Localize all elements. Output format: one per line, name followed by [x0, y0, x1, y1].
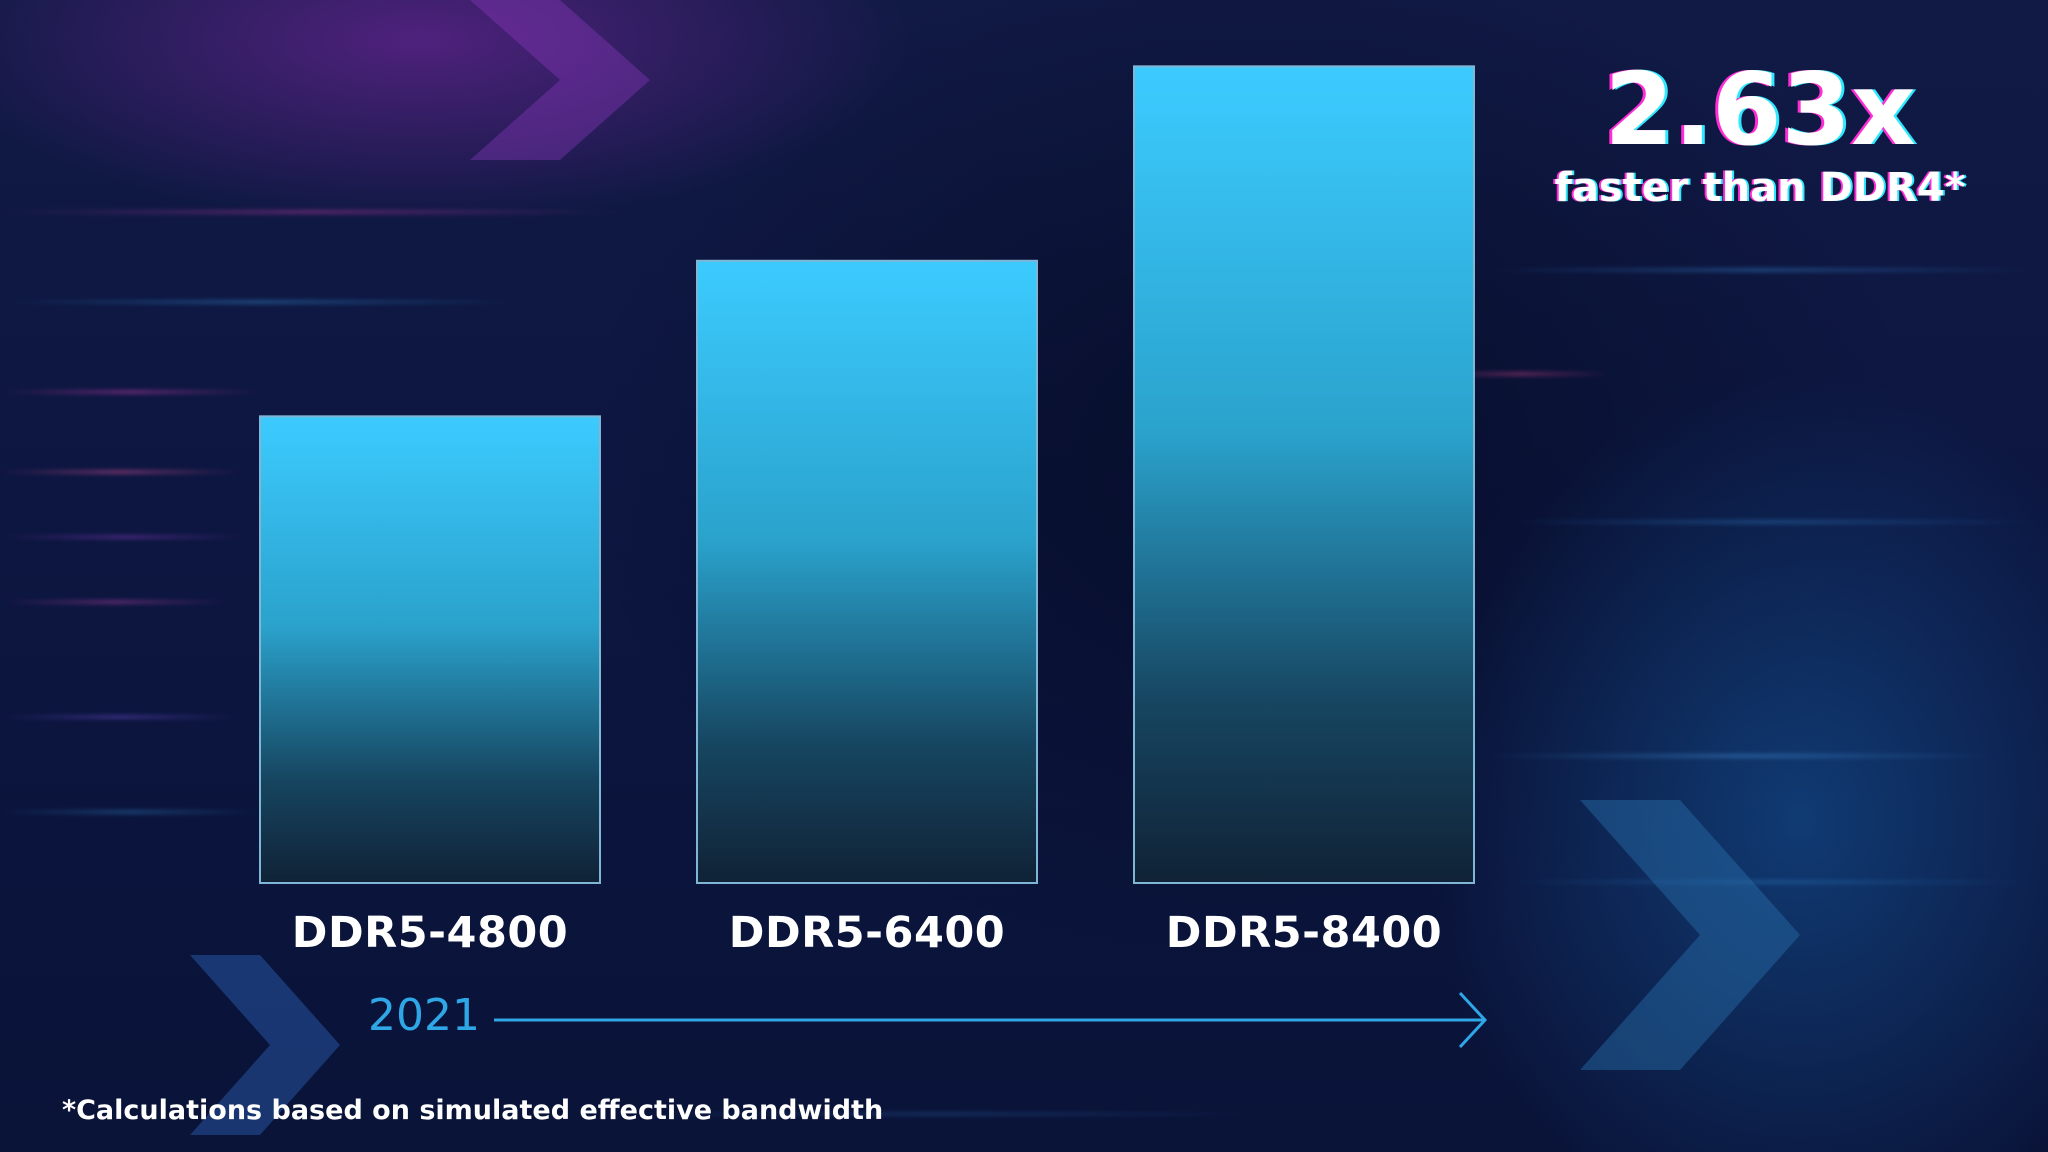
speedup-value: 2.63x [1604, 51, 1916, 168]
streak-decoration [1480, 754, 2000, 758]
chevron-decoration [470, 0, 650, 160]
bar-label-ddr5-8400: DDR5-8400 [1165, 908, 1443, 958]
streak-decoration [1430, 372, 1610, 376]
speedup-caption: faster than DDR4* [1554, 165, 1966, 211]
timeline-arrow [494, 991, 1488, 1049]
streak-decoration [0, 535, 250, 539]
streak-decoration [1500, 880, 2040, 884]
streak-decoration [0, 600, 230, 604]
bar-label-ddr5-6400: DDR5-6400 [728, 908, 1006, 958]
streak-decoration [0, 470, 240, 474]
streak-decoration [1480, 268, 2040, 272]
bar-ddr5-4800 [259, 415, 601, 884]
streak-decoration [0, 715, 240, 719]
timeline-start-year: 2021 [368, 990, 480, 1041]
streak-decoration [0, 810, 260, 814]
arrowhead-icon [1458, 991, 1488, 1049]
streak-decoration [600, 1112, 1280, 1116]
bar-label-ddr5-4800: DDR5-4800 [291, 908, 569, 958]
bar-group [259, 65, 1475, 885]
chevron-decoration [1580, 800, 1800, 1070]
streak-decoration [1500, 520, 2040, 524]
footnote: *Calculations based on simulated effecti… [62, 1095, 884, 1126]
bar-ddr5-8400 [1133, 65, 1475, 885]
chevron-decoration [190, 955, 340, 1135]
bar-ddr5-6400 [696, 259, 1038, 884]
streak-decoration [0, 300, 520, 304]
streak-decoration [0, 210, 620, 214]
streak-decoration [0, 390, 260, 394]
